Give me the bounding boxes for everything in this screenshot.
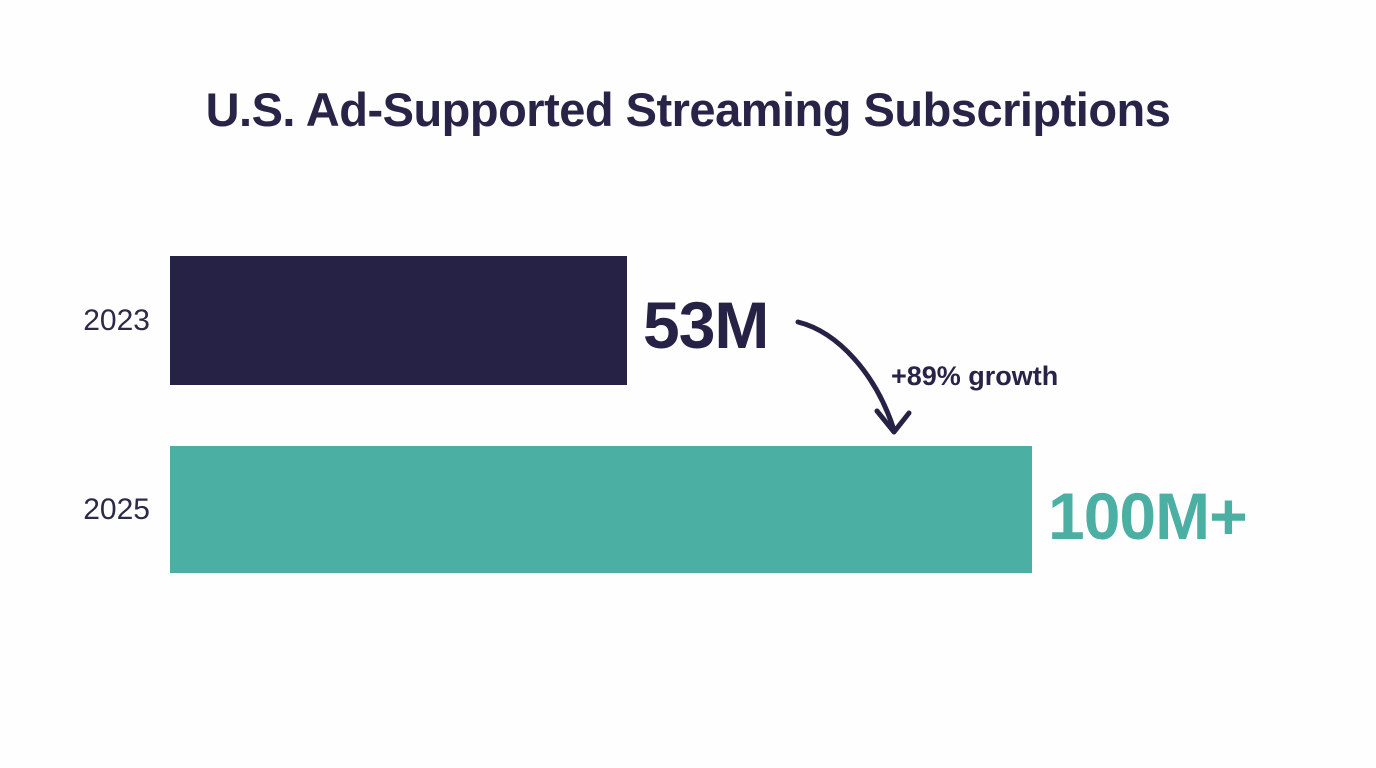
bar-2025 (170, 446, 1032, 573)
value-label-2025: 100M+ (1048, 479, 1248, 553)
bar-2023 (170, 256, 627, 385)
category-label-2023: 2023 (83, 304, 150, 337)
growth-annotation: +89% growth (891, 361, 1059, 391)
value-label-2023: 53M (643, 288, 769, 362)
chart-title: U.S. Ad-Supported Streaming Subscription… (205, 83, 1171, 136)
growth-arrow-icon (795, 319, 912, 435)
category-label-2025: 2025 (83, 493, 150, 526)
